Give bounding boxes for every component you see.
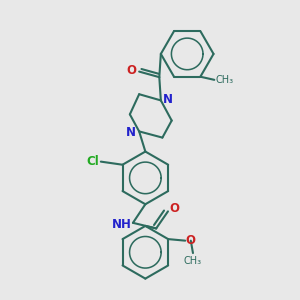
Text: CH₃: CH₃ (216, 75, 234, 85)
Text: O: O (186, 234, 196, 247)
Text: NH: NH (112, 218, 131, 231)
Text: N: N (162, 93, 172, 106)
Text: Cl: Cl (86, 155, 99, 168)
Text: N: N (125, 127, 135, 140)
Text: CH₃: CH₃ (184, 256, 202, 266)
Text: O: O (169, 202, 179, 215)
Text: O: O (127, 64, 137, 77)
